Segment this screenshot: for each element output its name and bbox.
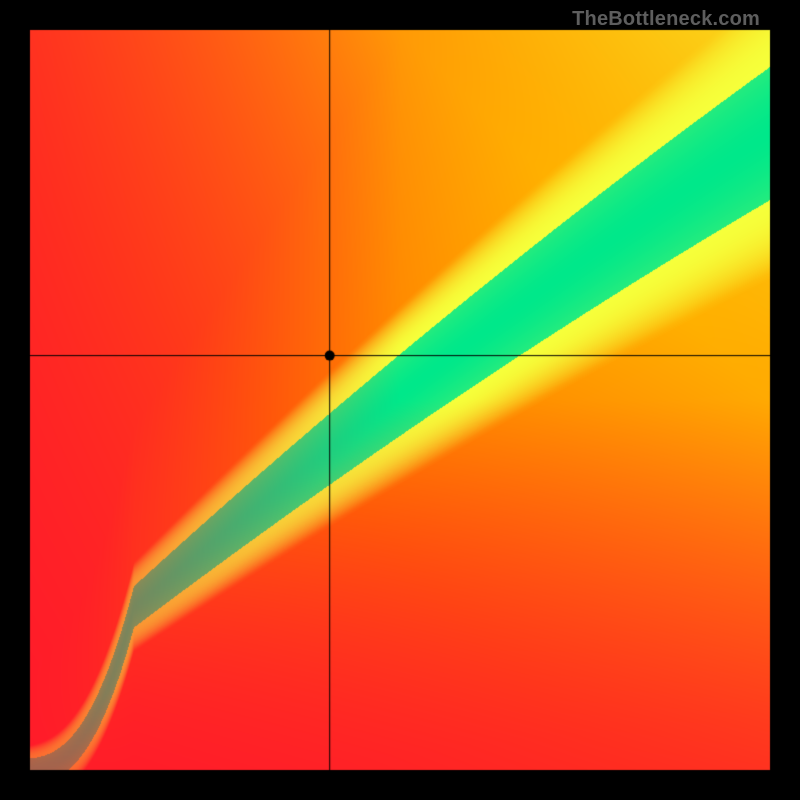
watermark-text: TheBottleneck.com (572, 8, 760, 31)
heatmap-canvas (0, 0, 800, 800)
chart-container: TheBottleneck.com (0, 0, 800, 800)
